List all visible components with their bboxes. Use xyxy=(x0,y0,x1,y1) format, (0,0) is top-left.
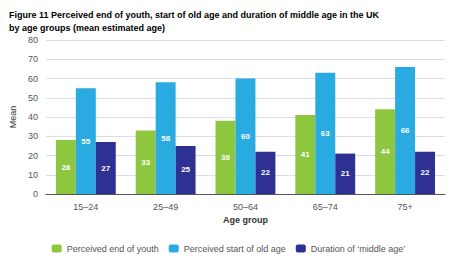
svg-text:30: 30 xyxy=(28,131,38,141)
svg-text:Duration of ‘middle age’: Duration of ‘middle age’ xyxy=(311,244,406,254)
svg-text:15–24: 15–24 xyxy=(73,202,98,212)
svg-text:28: 28 xyxy=(61,163,70,172)
svg-text:60: 60 xyxy=(28,74,38,84)
svg-text:50: 50 xyxy=(28,93,38,103)
svg-text:27: 27 xyxy=(101,164,110,173)
svg-text:50–64: 50–64 xyxy=(233,202,258,212)
svg-text:55: 55 xyxy=(81,137,90,146)
svg-text:58: 58 xyxy=(161,134,170,143)
svg-text:20: 20 xyxy=(28,151,38,161)
svg-text:22: 22 xyxy=(261,168,270,177)
svg-text:25: 25 xyxy=(181,165,190,174)
svg-text:40: 40 xyxy=(28,112,38,122)
svg-text:65–74: 65–74 xyxy=(313,202,338,212)
svg-text:by age groups (mean estimated: by age groups (mean estimated age) xyxy=(9,23,165,33)
svg-text:Age group: Age group xyxy=(223,215,268,225)
svg-text:66: 66 xyxy=(401,126,410,135)
svg-text:80: 80 xyxy=(28,35,38,45)
svg-text:0: 0 xyxy=(33,189,38,199)
svg-text:41: 41 xyxy=(301,150,310,159)
svg-text:Perceived start of old age: Perceived start of old age xyxy=(184,244,286,254)
svg-text:Perceived end of youth: Perceived end of youth xyxy=(67,244,159,254)
svg-text:33: 33 xyxy=(141,158,150,167)
svg-text:21: 21 xyxy=(341,169,350,178)
svg-text:60: 60 xyxy=(241,132,250,141)
svg-text:Mean: Mean xyxy=(8,106,18,129)
svg-text:25–49: 25–49 xyxy=(153,202,178,212)
svg-text:22: 22 xyxy=(421,168,430,177)
svg-text:Figure 11 Perceived end of you: Figure 11 Perceived end of youth, start … xyxy=(9,10,380,20)
svg-text:44: 44 xyxy=(381,147,390,156)
svg-text:70: 70 xyxy=(28,54,38,64)
svg-text:38: 38 xyxy=(221,153,230,162)
svg-text:75+: 75+ xyxy=(397,202,412,212)
svg-text:10: 10 xyxy=(28,170,38,180)
svg-text:63: 63 xyxy=(321,129,330,138)
